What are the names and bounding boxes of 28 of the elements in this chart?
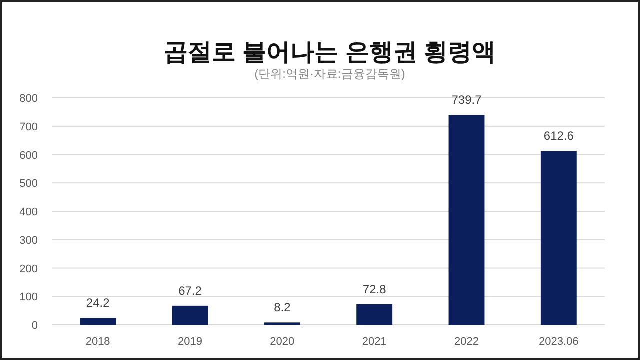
data-label: 8.2 (274, 300, 292, 315)
x-tick-label: 2020 (270, 336, 295, 348)
y-tick-label: 600 (20, 150, 38, 162)
data-label: 612.6 (544, 129, 574, 144)
data-label: 24.2 (86, 296, 110, 310)
y-tick-label: 500 (20, 178, 38, 190)
bar (448, 115, 485, 325)
chart-title: 곱절로 불어나는 은행권 횡령액 (164, 39, 496, 66)
y-tick-label: 100 (20, 292, 38, 304)
bar (540, 151, 577, 325)
y-tick-label: 300 (20, 234, 38, 247)
y-tick-label: 400 (20, 206, 38, 218)
data-label: 67.2 (178, 284, 202, 298)
data-label: 739.7 (452, 93, 482, 108)
bar (356, 304, 393, 325)
chart-subtitle: (단위:억원·자료:금융감독원) (254, 67, 406, 81)
y-tick-label: 0 (32, 320, 38, 332)
x-tick-label: 2018 (86, 336, 110, 348)
x-tick-label: 2023.06 (539, 336, 579, 348)
x-tick-label: 2021 (362, 336, 387, 348)
data-label: 72.8 (362, 282, 387, 296)
y-tick-label: 200 (20, 263, 38, 276)
y-tick-label: 800 (20, 93, 38, 105)
y-tick-label: 700 (20, 121, 38, 134)
x-tick-label: 2019 (178, 336, 202, 348)
bar (172, 306, 208, 325)
x-tick-label: 2022 (454, 336, 479, 348)
bar (80, 318, 116, 325)
